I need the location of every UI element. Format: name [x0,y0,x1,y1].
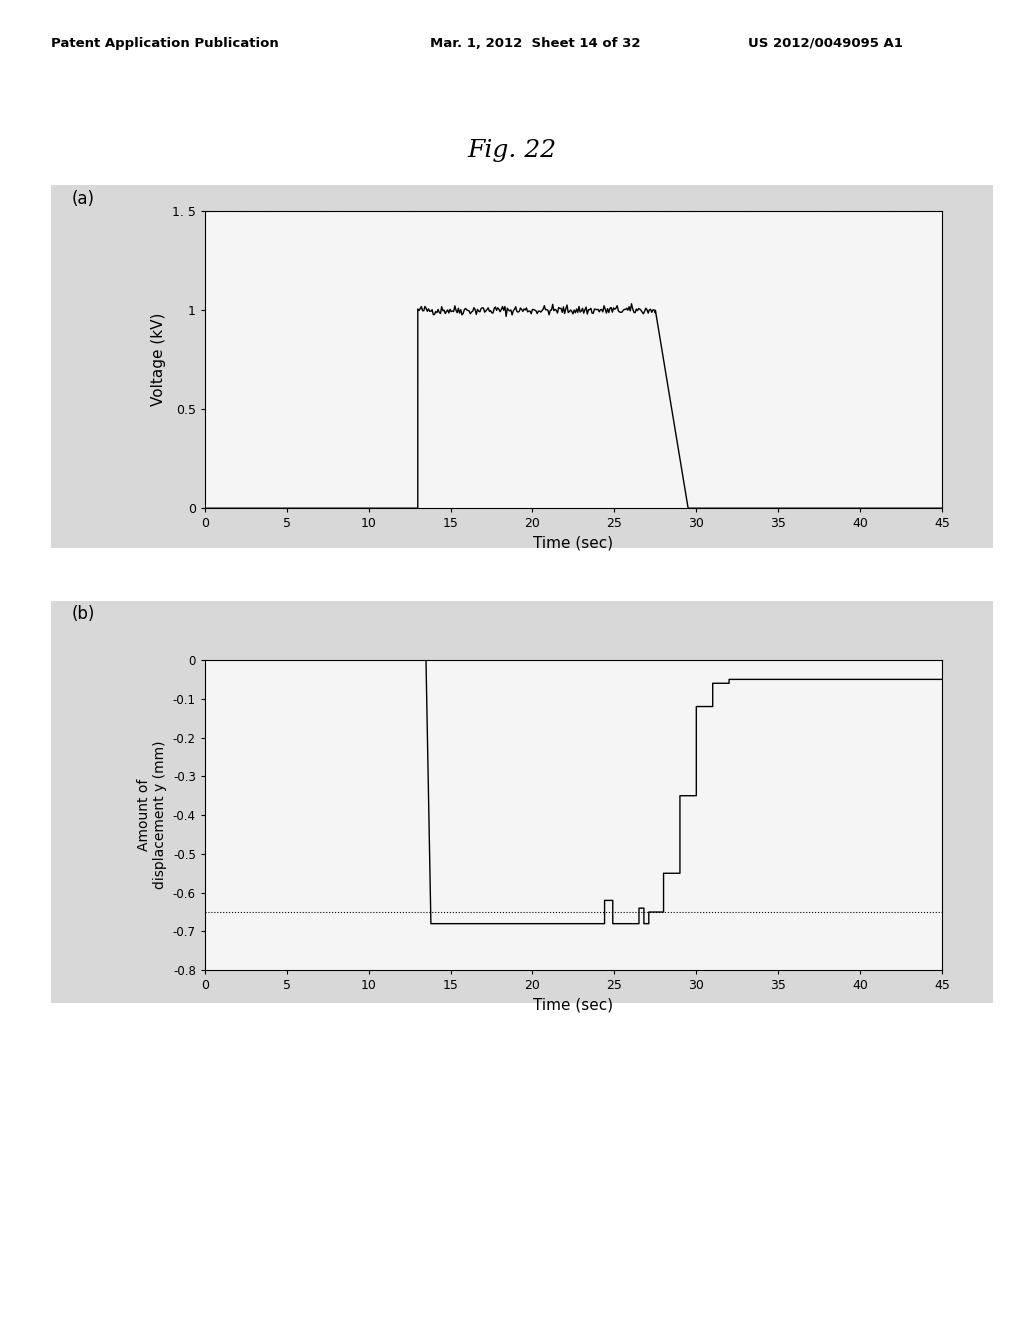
Text: Patent Application Publication: Patent Application Publication [51,37,279,50]
Text: (b): (b) [72,605,95,623]
Text: (a): (a) [72,190,94,209]
X-axis label: Time (sec): Time (sec) [534,998,613,1012]
Text: Fig. 22: Fig. 22 [467,139,557,161]
X-axis label: Time (sec): Time (sec) [534,536,613,550]
Y-axis label: Amount of
displacement y (mm): Amount of displacement y (mm) [137,741,167,890]
Y-axis label: Voltage (kV): Voltage (kV) [152,313,166,407]
Text: US 2012/0049095 A1: US 2012/0049095 A1 [748,37,902,50]
Text: Mar. 1, 2012  Sheet 14 of 32: Mar. 1, 2012 Sheet 14 of 32 [430,37,641,50]
